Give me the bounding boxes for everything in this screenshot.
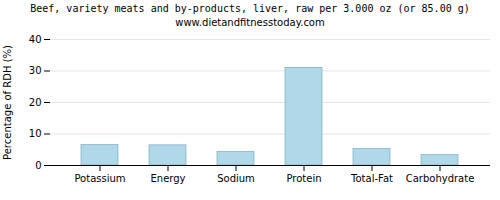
svg-text:Potassium: Potassium <box>74 173 125 184</box>
svg-text:10: 10 <box>29 128 42 139</box>
svg-text:Protein: Protein <box>286 173 321 184</box>
svg-text:Percentage of RDH (%): Percentage of RDH (%) <box>2 45 13 160</box>
svg-text:Sodium: Sodium <box>217 173 255 184</box>
svg-text:20: 20 <box>29 97 42 108</box>
html-text:www.dietandfitnesstoday.com: www.dietandfitnesstoday.com <box>175 17 325 28</box>
svg-text:0: 0 <box>35 160 41 171</box>
svg-text:Energy: Energy <box>150 173 185 184</box>
svg-text:Carbohydrate: Carbohydrate <box>406 173 475 184</box>
svg-text:40: 40 <box>29 34 42 45</box>
svg-text:Total-Fat: Total-Fat <box>350 173 393 184</box>
svg-text:30: 30 <box>29 65 42 76</box>
html-text:Beef, variety meats and by-pro: Beef, variety meats and by-products, liv… <box>30 3 470 14</box>
